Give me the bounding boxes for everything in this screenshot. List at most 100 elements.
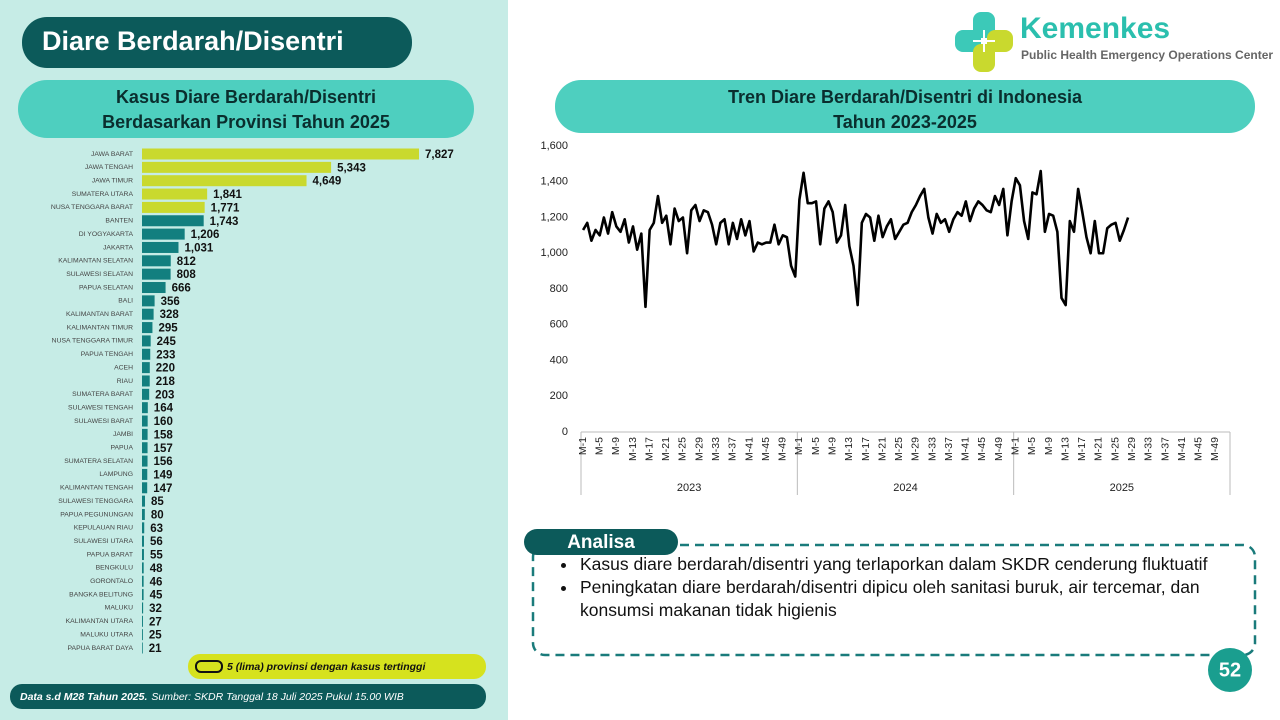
value-label: 4,649 (313, 176, 342, 188)
bar (142, 562, 144, 574)
footer-bold: Data s.d M28 Tahun 2025. (20, 691, 147, 703)
x-tick-label: M-33 (710, 437, 722, 461)
category-label: SULAWESI SELATAN (66, 271, 133, 278)
value-label: 46 (150, 576, 163, 588)
bar (142, 295, 155, 307)
category-label: PAPUA PEGUNUNGAN (60, 511, 133, 518)
value-label: 7,827 (425, 149, 454, 161)
chart-title: Kasus Diare Berdarah/Disentri (116, 87, 376, 107)
x-tick-label: M-45 (760, 437, 772, 461)
x-tick-label: M-5 (1026, 437, 1038, 455)
x-tick-label: M-41 (1176, 437, 1188, 461)
bar (142, 482, 148, 494)
value-label: 808 (177, 269, 197, 281)
bar (142, 442, 148, 454)
category-label: JAWA BARAT (91, 151, 133, 158)
page-badge (1208, 648, 1252, 692)
bar (142, 282, 166, 294)
y-tick-label: 600 (550, 319, 568, 331)
category-label: SULAWESI TENGGARA (58, 498, 133, 505)
category-label: KEPULAUAN RIAU (74, 525, 133, 532)
x-tick-label: M-13 (1059, 437, 1071, 461)
bar (142, 201, 205, 213)
x-tick-label: M-9 (610, 437, 622, 455)
value-label: 158 (154, 429, 174, 441)
bar (142, 468, 148, 480)
logo-name: Kemenkes (1020, 12, 1170, 45)
value-label: 5,343 (337, 162, 366, 174)
value-label: 63 (150, 523, 163, 535)
bar (142, 188, 208, 200)
bar (142, 589, 144, 601)
footer-source: Sumber: SKDR Tanggal 18 Juli 2025 Pukul … (151, 691, 403, 703)
x-tick-label: M-5 (810, 437, 822, 455)
value-label: 220 (156, 363, 175, 375)
value-label: 85 (151, 496, 164, 508)
value-label: 32 (149, 603, 162, 615)
x-tick-label: M-9 (826, 437, 838, 455)
value-label: 1,841 (213, 189, 242, 201)
x-tick-label: M-33 (1143, 437, 1155, 461)
slide-title: Diare Berdarah/Disentri (42, 26, 344, 56)
x-tick-label: M-17 (1076, 437, 1088, 461)
page-number: 52 (1219, 659, 1241, 681)
x-tick-label: M-45 (976, 437, 988, 461)
logo-subtitle: Public Health Emergency Operations Cente… (1021, 48, 1273, 62)
value-label: 1,031 (184, 242, 213, 254)
bar (142, 522, 145, 534)
x-tick-label: M-37 (943, 437, 955, 461)
x-tick-label: M-25 (1109, 437, 1121, 461)
y-tick-label: 400 (550, 354, 568, 366)
category-label: KALIMANTAN UTARA (66, 618, 134, 625)
bar (142, 415, 148, 427)
category-label: ACEH (114, 364, 133, 371)
bar (142, 375, 150, 387)
bar (142, 388, 150, 400)
category-label: MALUKU (105, 605, 133, 612)
category-label: JAWA TENGAH (85, 164, 133, 171)
bar (142, 495, 146, 507)
y-tick-label: 1,000 (540, 247, 568, 259)
bar (142, 602, 144, 614)
x-tick-label: M-21 (876, 437, 888, 461)
value-label: 147 (153, 483, 172, 495)
value-label: 55 (150, 550, 163, 562)
category-label: JAWA TIMUR (92, 177, 133, 184)
category-label: MALUKU UTARA (80, 631, 133, 638)
value-label: 1,743 (210, 216, 239, 228)
category-label: DI YOGYAKARTA (79, 231, 134, 238)
value-label: 149 (153, 469, 172, 481)
x-tick-label: M-1 (1010, 437, 1022, 455)
x-tick-label: M-25 (893, 437, 905, 461)
bar (142, 575, 144, 587)
line-title-pill (555, 80, 1255, 133)
footer-text: Data s.d M28 Tahun 2025. Sumber: SKDR Tan… (20, 691, 404, 703)
bar-title-pill (18, 80, 474, 138)
group-label: 2025 (1110, 482, 1134, 494)
y-tick-label: 200 (550, 390, 568, 402)
analysis-pill (524, 529, 678, 555)
chart-title: Tren Diare Berdarah/Disentri di Indonesi… (728, 87, 1083, 107)
category-label: KALIMANTAN TENGAH (60, 485, 133, 492)
y-tick-label: 1,400 (540, 176, 568, 188)
line-series (581, 169, 1130, 309)
bar (142, 228, 185, 240)
analysis-bullet: Kasus diare berdarah/disentri yang terla… (578, 553, 1248, 576)
category-label: BANTEN (105, 218, 133, 225)
x-tick-label: M-29 (693, 437, 705, 461)
category-label: SUMATERA UTARA (72, 191, 134, 198)
category-label: PAPUA SELATAN (79, 284, 133, 291)
value-label: 56 (150, 536, 163, 548)
x-tick-label: M-41 (960, 437, 972, 461)
category-label: PAPUA (110, 445, 133, 452)
y-tick-label: 0 (562, 426, 568, 438)
group-label: 2024 (893, 482, 917, 494)
value-label: 203 (155, 389, 174, 401)
x-tick-label: M-21 (1093, 437, 1105, 461)
x-tick-label: M-49 (1209, 437, 1221, 461)
category-label: NUSA TENGGARA BARAT (51, 204, 133, 211)
bar (142, 402, 148, 414)
value-label: 25 (149, 630, 162, 642)
bar (142, 308, 154, 320)
